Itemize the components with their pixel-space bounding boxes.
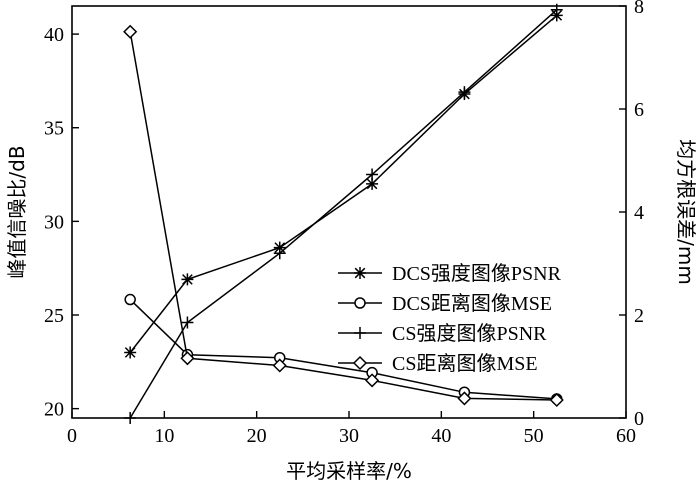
diamond-marker — [457, 391, 472, 406]
x-tick-label: 40 — [431, 425, 451, 447]
plus-marker — [550, 3, 563, 16]
y-left-tick-label: 25 — [44, 305, 64, 327]
plus-marker — [354, 327, 366, 339]
legend-label: CS强度图像PSNR — [392, 322, 547, 345]
series-line — [129, 31, 557, 401]
x-tick-label: 50 — [524, 425, 544, 447]
legend-label: DCS强度图像PSNR — [392, 262, 562, 285]
y-left-tick-label: 35 — [44, 118, 64, 140]
x-axis-title: 平均采样率/% — [286, 459, 412, 483]
circle-marker — [124, 293, 136, 306]
legend-label: CS距离图像MSE — [392, 352, 538, 375]
plus-marker — [458, 86, 471, 99]
series-line — [129, 9, 558, 419]
y-left-tick-label: 20 — [44, 399, 64, 421]
y-right-tick-label: 2 — [634, 305, 644, 327]
y-left-tick-label: 30 — [44, 211, 64, 233]
asterisk-marker — [124, 346, 137, 359]
asterisk-marker — [181, 273, 194, 286]
diamond-marker — [365, 373, 380, 388]
plot-frame — [71, 5, 627, 419]
right-axis-title: 均方根误差/mm — [674, 139, 698, 285]
axis-ticks: 0 10 20 30 40 50 60 20 25 30 35 40 0 2 4 6 8 — [44, 0, 644, 447]
legend-entry: DCS强度图像PSNR — [338, 262, 562, 285]
left-axis-title: 峰值信噪比/dB — [5, 145, 29, 278]
x-tick-label: 60 — [616, 425, 636, 447]
diamond-marker — [352, 355, 368, 371]
circle-marker — [354, 297, 366, 309]
legend-entry: CS距离图像MSE — [338, 352, 538, 375]
y-left-tick-label: 40 — [44, 24, 64, 46]
diamond-marker — [549, 392, 564, 408]
y-right-tick-label: 4 — [634, 202, 644, 224]
series-layer — [123, 3, 564, 424]
x-tick-label: 20 — [247, 425, 267, 447]
x-tick-label: 30 — [339, 425, 359, 447]
y-right-tick-label: 0 — [634, 408, 644, 430]
series-diamond — [123, 24, 564, 408]
plus-marker — [366, 168, 379, 181]
series-line — [129, 14, 558, 353]
diamond-marker — [180, 351, 195, 366]
plus-marker — [273, 247, 286, 260]
legend: DCS强度图像PSNR DCS距离图像MSE CS强度图像PSNR CS距离图像MSE — [338, 262, 562, 375]
y-right-tick-label: 8 — [634, 0, 644, 18]
diamond-marker — [123, 24, 138, 39]
asterisk-marker — [354, 267, 366, 279]
legend-entry: DCS距离图像MSE — [338, 292, 552, 315]
series-line — [129, 299, 557, 400]
legend-label: DCS距离图像MSE — [392, 292, 552, 315]
x-tick-label: 0 — [67, 425, 77, 447]
plus-marker — [124, 412, 137, 424]
diamond-marker — [272, 358, 287, 373]
y-right-tick-label: 6 — [634, 99, 644, 121]
series-plus — [124, 3, 563, 424]
asterisk-marker — [366, 177, 379, 190]
x-tick-label: 10 — [154, 425, 174, 447]
plus-marker — [181, 316, 194, 329]
legend-entry: CS强度图像PSNR — [338, 322, 547, 345]
